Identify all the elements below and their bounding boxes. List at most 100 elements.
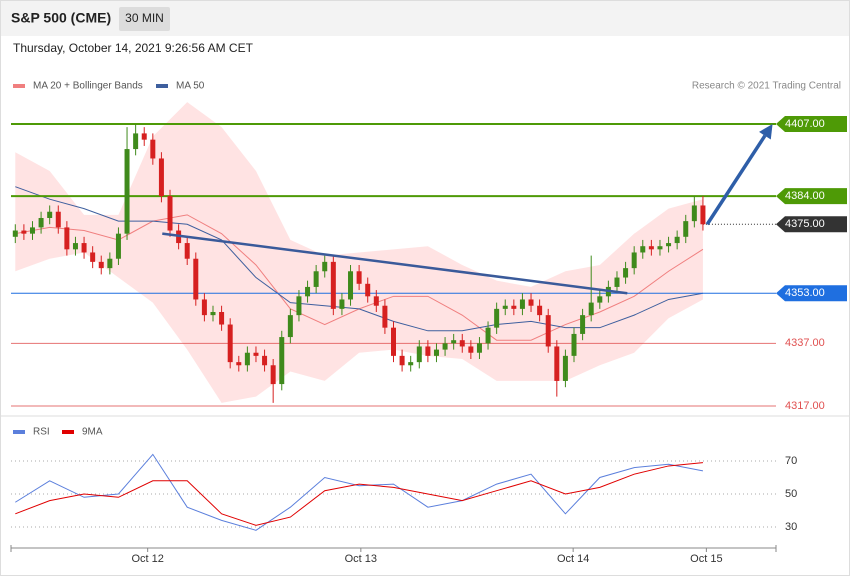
candle-body <box>657 246 663 250</box>
trendline <box>162 232 628 295</box>
interval[interactable]: 30 MIN <box>125 11 164 25</box>
candle-body <box>373 296 379 306</box>
x-tick-label: Oct 14 <box>557 553 589 565</box>
candle-body <box>511 305 517 309</box>
candle-body <box>631 252 637 269</box>
candle-body <box>210 311 216 316</box>
candle-body <box>287 315 293 338</box>
interval-box[interactable] <box>119 7 170 31</box>
candle-body <box>184 243 190 259</box>
candle-body <box>545 315 551 347</box>
candle-body <box>433 349 439 356</box>
level-tag <box>776 116 847 132</box>
arrow-head <box>759 124 773 140</box>
candle-body <box>167 196 173 231</box>
candle-body <box>305 286 311 297</box>
candle-body <box>537 305 543 316</box>
candle-body <box>330 261 336 309</box>
candle-body <box>408 362 414 366</box>
y-tick-label: 50 <box>785 488 797 500</box>
candle-body <box>339 299 345 309</box>
candle-body <box>666 243 672 247</box>
candle-body <box>382 305 388 328</box>
candle-body <box>674 236 680 244</box>
candle-body <box>614 277 620 287</box>
moving-average <box>15 186 704 332</box>
level-label: 4375.00 <box>785 218 825 230</box>
candle-body <box>476 343 482 353</box>
candle-body <box>399 355 405 366</box>
candle-body <box>90 252 96 262</box>
candle-body <box>115 233 121 259</box>
candle-body <box>270 365 276 385</box>
candle-body <box>158 158 164 197</box>
candle-body <box>64 227 70 250</box>
forecast-arrow <box>705 134 767 226</box>
legend-label: MA 20 + Bollinger Bands <box>33 81 143 92</box>
x-tick-label: Oct 12 <box>131 553 163 565</box>
candle-body <box>313 271 319 287</box>
date: Thursday, October 14, 2021 9:26:56 AM CE… <box>13 41 254 55</box>
level-label: 4337.00 <box>785 337 825 349</box>
candle-body <box>451 340 457 344</box>
candle-body <box>623 268 629 278</box>
candle-body <box>425 346 431 356</box>
candle-body <box>356 271 362 284</box>
indicator-line <box>15 462 703 526</box>
candle-body <box>528 299 534 306</box>
legend-swatch <box>13 84 25 88</box>
legend-label: MA 50 <box>176 81 205 92</box>
candle-body <box>107 258 113 269</box>
candle-body <box>201 299 207 316</box>
candle-body <box>262 355 268 366</box>
candle-body <box>562 355 568 381</box>
candle-body <box>244 352 250 366</box>
candle-body <box>219 311 225 325</box>
candle-body <box>683 221 689 237</box>
candle-body <box>29 227 35 234</box>
candle-body <box>502 305 508 309</box>
bollinger-band <box>15 102 703 403</box>
candle-body <box>391 327 396 356</box>
candle-body <box>365 283 371 297</box>
candle-body <box>554 346 560 381</box>
x-tick-label: Oct 15 <box>690 553 722 565</box>
candle-body <box>12 230 18 237</box>
legend-label: RSI <box>33 427 50 438</box>
candle-body <box>442 343 448 350</box>
candle-body <box>348 271 354 300</box>
level-label: 4407.00 <box>785 118 825 130</box>
x-tick-label: Oct 13 <box>345 553 377 565</box>
level-tag <box>776 216 847 233</box>
legend-label: 9MA <box>82 427 103 438</box>
candle-body <box>588 302 594 316</box>
candle-body <box>38 217 44 228</box>
y-tick-label: 70 <box>785 455 797 467</box>
candle-body <box>193 258 199 300</box>
candle-body <box>468 346 474 353</box>
level-tag <box>776 188 847 205</box>
candle-body <box>640 246 646 253</box>
candle-body <box>133 133 139 150</box>
candle-body <box>494 308 500 328</box>
candle-body <box>72 243 78 250</box>
candle-body <box>98 261 104 269</box>
legend-swatch <box>62 430 74 434</box>
candle-body <box>691 205 697 222</box>
candle-body <box>55 211 61 228</box>
candle-body <box>227 324 233 363</box>
candle-body <box>21 230 27 234</box>
candle-body <box>597 296 603 303</box>
candle-body <box>519 299 525 309</box>
candle-body <box>236 362 242 366</box>
candle-body <box>580 315 586 334</box>
candle-body <box>47 211 53 218</box>
candle-body <box>150 139 156 159</box>
candle-body <box>485 327 491 344</box>
candle-body <box>253 352 259 356</box>
level-label: 4353.00 <box>785 287 825 299</box>
legend-swatch <box>13 430 25 434</box>
candle-body <box>279 337 285 385</box>
candle-body <box>296 296 302 316</box>
